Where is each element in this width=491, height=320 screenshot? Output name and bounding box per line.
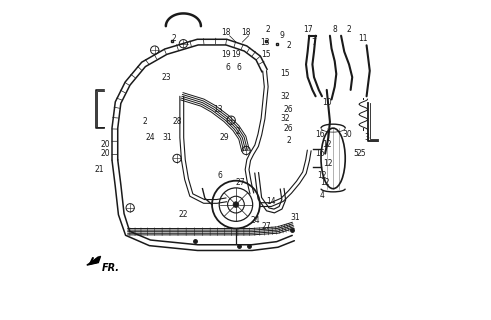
Text: 16: 16	[316, 149, 325, 158]
Text: 30: 30	[343, 130, 353, 139]
Text: 28: 28	[172, 117, 182, 126]
Text: 4: 4	[320, 190, 325, 200]
Text: 11: 11	[358, 35, 368, 44]
Text: 12: 12	[324, 159, 333, 168]
Text: 2: 2	[347, 25, 352, 34]
Text: 12: 12	[321, 178, 330, 187]
Text: 31: 31	[290, 213, 300, 222]
Text: 12: 12	[317, 172, 327, 180]
Text: 27: 27	[261, 222, 271, 231]
Text: 13: 13	[260, 38, 270, 47]
Text: 6: 6	[225, 63, 230, 72]
Text: 32: 32	[280, 114, 290, 123]
Text: 26: 26	[284, 124, 293, 132]
Text: 25: 25	[357, 149, 367, 158]
Text: 15: 15	[261, 50, 271, 59]
Text: 7: 7	[312, 38, 316, 47]
Text: 20: 20	[101, 149, 110, 158]
Text: 20: 20	[101, 140, 110, 148]
Text: 19: 19	[221, 50, 231, 59]
Text: 19: 19	[231, 50, 241, 59]
Text: 2: 2	[171, 35, 176, 44]
Polygon shape	[87, 256, 101, 265]
Text: 2: 2	[143, 117, 147, 126]
Text: 27: 27	[236, 178, 246, 187]
Text: 17: 17	[303, 25, 312, 34]
Text: 2: 2	[266, 25, 270, 34]
Text: 26: 26	[284, 105, 293, 114]
Text: 12: 12	[322, 140, 331, 148]
Text: 24: 24	[145, 133, 155, 142]
Text: 29: 29	[220, 133, 230, 142]
Circle shape	[233, 202, 239, 207]
Text: 8: 8	[332, 25, 337, 34]
Text: 23: 23	[161, 73, 171, 82]
Text: 18: 18	[221, 28, 231, 37]
Text: 31: 31	[163, 133, 172, 142]
Text: 9: 9	[280, 31, 285, 40]
Text: 15: 15	[280, 69, 290, 78]
Text: 6: 6	[218, 172, 222, 180]
Text: 13: 13	[214, 105, 223, 114]
Text: 18: 18	[241, 28, 250, 37]
Text: 2: 2	[286, 41, 291, 50]
Text: 5: 5	[353, 149, 358, 158]
Text: 24: 24	[250, 216, 260, 225]
Text: 22: 22	[179, 210, 188, 219]
Text: 2: 2	[286, 136, 291, 145]
Text: 14: 14	[266, 197, 276, 206]
Text: 21: 21	[94, 165, 104, 174]
Text: 10: 10	[322, 98, 331, 107]
Text: FR.: FR.	[102, 263, 120, 273]
Text: 2: 2	[235, 127, 240, 136]
Text: 6: 6	[237, 63, 242, 72]
Text: 32: 32	[280, 92, 290, 101]
Text: 16: 16	[316, 130, 325, 139]
Text: 3: 3	[364, 133, 369, 142]
